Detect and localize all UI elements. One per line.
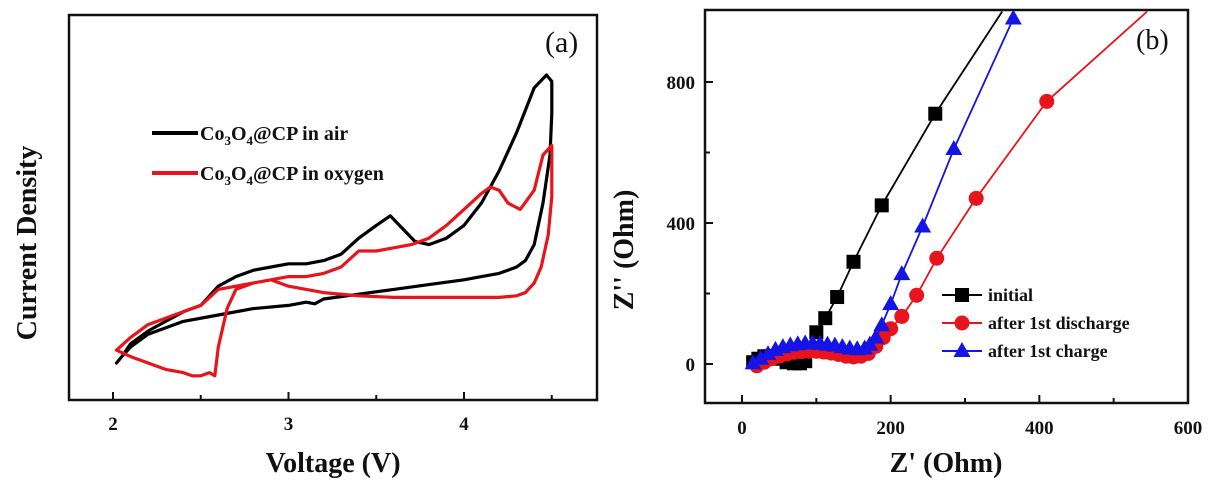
panel-a-x-tick-label: 4 bbox=[459, 414, 469, 435]
panel-b-marker-after-1st-discharge bbox=[1039, 93, 1055, 109]
panel-b-eis-chart: 0 200 400 600 0 400 800 (b) Z' (Ohm) Z'' (Ohm)… bbox=[609, 8, 1203, 479]
legend-text-part: @CP in oxygen bbox=[253, 163, 384, 185]
panel-b-marker-after-1st-charge bbox=[882, 295, 900, 311]
panel-b-marker-after-1st-charge bbox=[759, 345, 777, 361]
panel-a-x-axis-label: Voltage (V) bbox=[265, 448, 400, 479]
panel-b-marker-after-1st-discharge bbox=[883, 321, 899, 337]
panel-a-series-line-air bbox=[114, 73, 554, 365]
panel-b-label: (b) bbox=[1136, 25, 1169, 56]
panel-b-marker-initial bbox=[928, 106, 943, 121]
legend-text-part: O bbox=[231, 163, 247, 185]
legend-text-part: Co bbox=[200, 163, 224, 185]
legend-text-part: @CP in air bbox=[253, 123, 348, 145]
panel-a-x-tick-label: 2 bbox=[108, 414, 118, 435]
panel-a-series bbox=[114, 73, 554, 378]
panel-b-legend: initial after 1st discharge after 1st char… bbox=[942, 285, 1130, 361]
panel-b-marker-initial bbox=[818, 311, 833, 326]
panel-a-legend-label: Co3O4@CP in air bbox=[200, 123, 348, 148]
panel-b-y-tick-label: 800 bbox=[667, 73, 696, 94]
panel-b-marker-after-1st-charge bbox=[945, 139, 963, 155]
panel-b-legend-label: after 1st discharge bbox=[988, 313, 1130, 333]
legend-text-part: O bbox=[231, 123, 247, 145]
legend-subscript: 4 bbox=[247, 133, 254, 148]
panel-b-markers-initial bbox=[746, 106, 943, 371]
panel-b-series bbox=[744, 11, 1148, 374]
panel-b-marker-initial bbox=[874, 198, 889, 213]
panel-b-marker-after-1st-charge bbox=[873, 316, 891, 332]
panel-b-ticks: 0 200 400 600 0 400 800 bbox=[667, 73, 1203, 439]
panel-b-legend-label: initial bbox=[988, 285, 1033, 305]
panel-b-x-tick-label: 600 bbox=[1174, 418, 1203, 439]
panel-b-marker-after-1st-discharge bbox=[968, 190, 984, 206]
panel-b-marker-after-1st-charge bbox=[744, 354, 762, 370]
panel-b-marker-initial bbox=[830, 290, 845, 305]
panel-b-marker-after-1st-discharge bbox=[929, 250, 945, 266]
panel-a-x-tick-label: 3 bbox=[284, 414, 294, 435]
panel-a-label: (a) bbox=[545, 26, 578, 59]
panel-a-legend-item: Co3O4@CP in air bbox=[152, 123, 348, 148]
panel-b-marker-after-1st-charge bbox=[752, 349, 770, 365]
panel-a-y-axis-label: Current Density bbox=[12, 146, 43, 341]
panel-b-marker-after-1st-discharge bbox=[894, 308, 910, 324]
panel-b-marker-after-1st-charge bbox=[867, 328, 885, 344]
panel-b-legend-item-initial: initial bbox=[942, 285, 1033, 305]
legend-text-part: Co bbox=[200, 123, 224, 145]
panel-b-y-tick-label: 0 bbox=[686, 355, 696, 376]
panel-a-x-ticks: 2 3 4 bbox=[108, 392, 553, 435]
panel-b-legend-label: after 1st charge bbox=[988, 341, 1108, 361]
panel-b-marker-after-1st-discharge bbox=[909, 287, 925, 303]
panel-b-marker-after-1st-charge bbox=[1004, 11, 1022, 25]
panel-b-series-line-initial bbox=[752, 11, 1003, 365]
panel-a-legend-label: Co3O4@CP in oxygen bbox=[200, 163, 384, 188]
panel-b-y-tick-label: 400 bbox=[667, 214, 696, 235]
panel-b-y-axis-label: Z'' (Ohm) bbox=[609, 190, 640, 311]
panel-b-marker-after-1st-charge bbox=[893, 265, 911, 281]
panel-b-x-tick-label: 400 bbox=[1025, 418, 1054, 439]
panel-b-legend-marker bbox=[953, 342, 971, 357]
panel-b-series-line-after-1st-charge bbox=[752, 18, 1015, 365]
panel-b-legend-item-after-1st-discharge: after 1st discharge bbox=[942, 313, 1130, 333]
panel-b-x-axis-label: Z' (Ohm) bbox=[890, 448, 1003, 479]
panel-b-legend-marker bbox=[955, 288, 969, 302]
panel-a-series-line-oxygen bbox=[114, 143, 554, 378]
panel-b-x-tick-label: 0 bbox=[737, 418, 747, 439]
legend-subscript: 3 bbox=[224, 133, 231, 148]
legend-subscript: 3 bbox=[224, 173, 231, 188]
panel-b-legend-item-after-1st-charge: after 1st charge bbox=[942, 341, 1108, 361]
panel-a-legend-item: Co3O4@CP in oxygen bbox=[152, 163, 384, 188]
panel-b-frame bbox=[703, 8, 1190, 405]
panel-b-legend-marker bbox=[954, 315, 970, 331]
legend-subscript: 4 bbox=[247, 173, 254, 188]
panel-b-marker-initial bbox=[846, 254, 861, 269]
panel-b-marker-after-1st-charge bbox=[914, 217, 932, 233]
panel-b-markers-after-1st-charge bbox=[744, 11, 1022, 370]
panel-b-x-tick-label: 200 bbox=[876, 418, 905, 439]
panel-a-frame bbox=[67, 13, 599, 402]
